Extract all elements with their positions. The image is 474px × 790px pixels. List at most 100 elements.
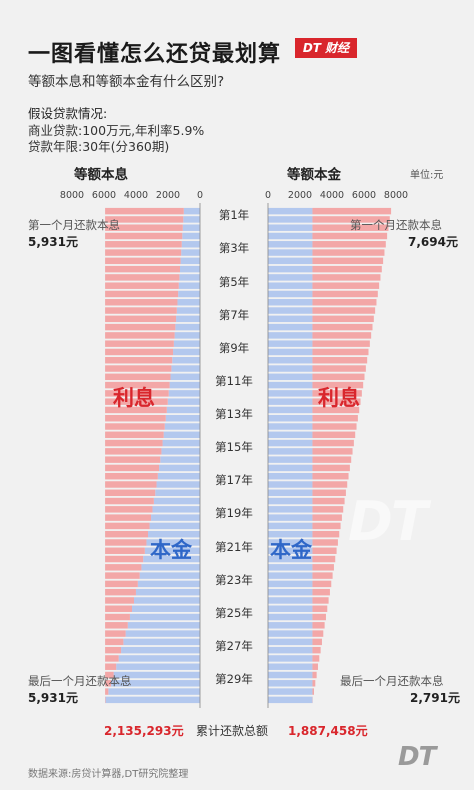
right-principal-bar: [268, 464, 313, 472]
left-interest-bar: [105, 506, 153, 513]
right-principal-bar: [268, 249, 313, 256]
right-principal-bar: [268, 439, 313, 447]
left-interest-bar: [105, 414, 166, 422]
left-principal-bar: [141, 564, 200, 571]
right-principal-bar: [268, 638, 313, 646]
left-principal-bar: [144, 547, 200, 554]
year-label: 第19年: [215, 506, 253, 521]
left-principal-bar: [178, 282, 200, 289]
right-interest-bar: [312, 232, 388, 240]
left-interest-bar: [105, 448, 162, 455]
right-interest-bar: [312, 646, 321, 654]
left-interest-bar: [105, 688, 109, 695]
left-principal-bar: [182, 232, 200, 240]
right-interest-bar: [312, 249, 385, 256]
right-principal-bar: [268, 613, 313, 621]
right-principal-bar: [268, 696, 313, 704]
left-interest-bar: [105, 605, 133, 612]
left-principal-bar: [180, 265, 200, 273]
year-label: 第25年: [215, 605, 253, 620]
left-interest-bar: [105, 663, 117, 670]
right-interest-bar: [312, 332, 372, 339]
right-principal-bar: [268, 448, 313, 455]
right-principal-bar: [268, 224, 313, 231]
right-principal-bar: [268, 497, 313, 505]
right-principal-bar: [268, 381, 313, 389]
left-principal-bar: [118, 655, 200, 662]
right-interest-bar: [312, 547, 337, 554]
right-principal-bar: [268, 274, 313, 281]
left-principal-bar: [164, 423, 200, 430]
left-interest-bar: [105, 464, 160, 472]
right-interest-bar: [312, 365, 366, 372]
right-interest-bar: [312, 224, 389, 231]
left-principal-bar: [173, 348, 200, 356]
right-principal-bar: [268, 265, 313, 273]
right-principal-bar: [268, 588, 313, 596]
left-interest-bar: [105, 439, 163, 447]
left-principal-bar: [176, 315, 200, 323]
right-interest-bar: [312, 588, 330, 596]
right-panel-title: 等额本金: [287, 167, 341, 183]
left-interest-bar: [105, 216, 184, 223]
left-principal-bar: [155, 489, 200, 497]
right-interest-bar: [312, 348, 369, 356]
left-principal-bar: [153, 497, 200, 505]
right-interest-bar: [312, 663, 318, 670]
dt-watermark: DT: [348, 490, 428, 553]
left-interest-bar: [105, 249, 182, 256]
right-principal-bar: [268, 481, 313, 488]
right-principal-bar: [268, 431, 313, 439]
left-principal-bar: [125, 630, 200, 637]
left-principal-bar: [181, 249, 200, 256]
year-label: 第23年: [215, 572, 253, 587]
right-last-month-label: 最后一个月还款本息: [340, 674, 444, 688]
left-interest-bar: [105, 646, 122, 654]
left-principal-bar: [159, 464, 200, 472]
left-interest-bar: [105, 431, 164, 439]
left-principal-bar: [105, 696, 200, 704]
left-principal-bar: [171, 365, 200, 372]
right-principal-bar: [268, 530, 313, 538]
right-interest-bar: [312, 489, 346, 497]
year-label: 第1年: [218, 208, 250, 223]
right-principal-bar: [268, 315, 313, 323]
page-title: 一图看懂怎么还贷最划算: [28, 42, 282, 67]
right-principal-bar: [268, 232, 313, 240]
left-interest-bar: [105, 274, 180, 281]
left-first-month-value: 5,931元: [28, 235, 78, 249]
left-interest-bar: [105, 299, 178, 306]
left-interest-bar: [105, 282, 179, 289]
right-tick-8000: 8000: [383, 190, 409, 201]
left-principal-bar: [134, 597, 200, 604]
right-principal-bar: [268, 207, 313, 215]
right-principal-bar: [268, 406, 313, 414]
year-label: 第21年: [215, 539, 253, 554]
right-principal-bar: [268, 514, 313, 521]
right-principal-bar: [268, 688, 313, 695]
left-principal-bar: [175, 323, 200, 331]
right-principal-bar: [268, 299, 313, 306]
right-interest-bar: [312, 307, 376, 314]
right-interest-bar: [312, 216, 390, 223]
left-interest-bar: [105, 348, 174, 356]
right-interest-bar: [312, 274, 381, 281]
left-interest-bar: [105, 257, 181, 265]
right-principal-bar: [268, 564, 313, 571]
left-tick-6000: 6000: [91, 190, 117, 201]
year-label: 第17年: [215, 473, 253, 488]
left-interest-bar: [105, 232, 183, 240]
right-principal-bar: [268, 357, 313, 364]
right-principal-label: 本金: [270, 538, 312, 562]
right-interest-bar: [312, 340, 370, 347]
right-interest-bar: [312, 357, 368, 364]
right-interest-bar: [312, 381, 364, 389]
right-principal-bar: [268, 423, 313, 430]
total-label: 累计还款总额: [196, 724, 269, 738]
right-principal-bar: [268, 597, 313, 604]
year-label: 第11年: [215, 373, 253, 388]
left-principal-bar: [116, 663, 200, 670]
left-interest-bar: [105, 522, 150, 530]
right-principal-bar: [268, 241, 313, 248]
left-interest-bar: [105, 398, 168, 405]
